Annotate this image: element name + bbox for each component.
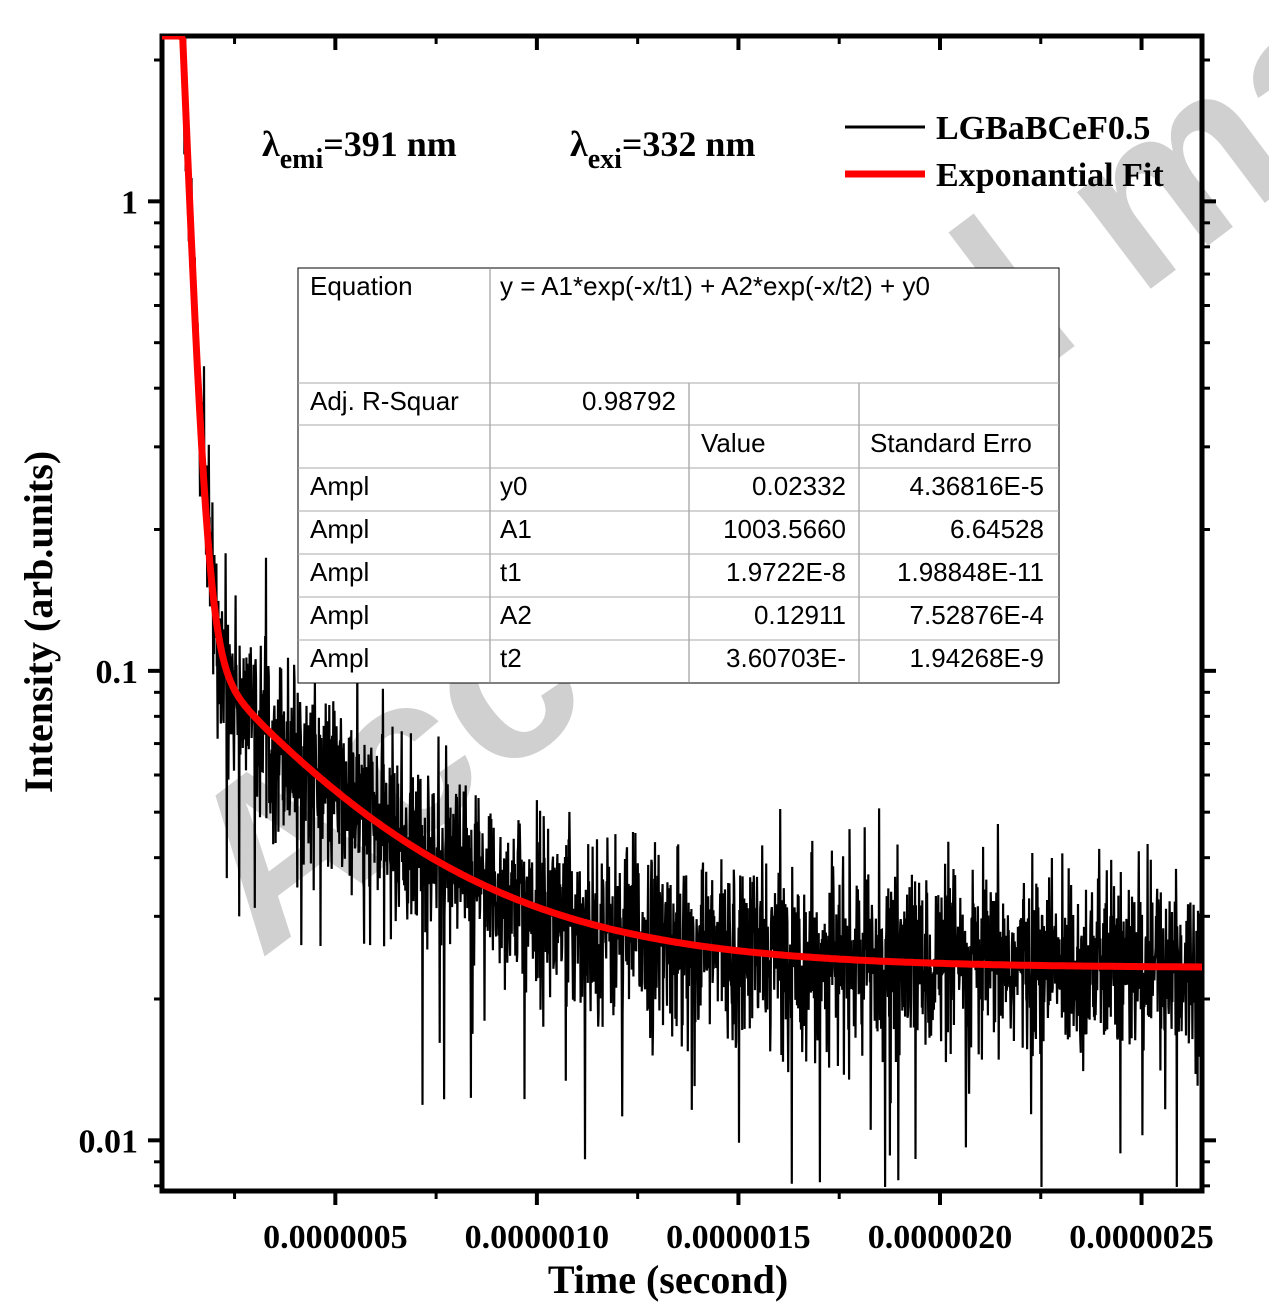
table-error-header: Standard Erro (870, 428, 1032, 458)
series-line-fit (162, 36, 1202, 971)
x-tick-label: 0.0000025 (1069, 1219, 1214, 1256)
svg-text:0.02332: 0.02332 (752, 471, 846, 501)
table-row: Ampl t1 1.9722E-8 1.98848E-11 (310, 557, 1044, 587)
table-row: Ampl A1 1003.5660 6.64528 (310, 514, 1044, 544)
svg-text:1.98848E-11: 1.98848E-11 (897, 557, 1044, 587)
legend-label-fit: Exponantial Fit (936, 157, 1164, 194)
svg-text:Ampl: Ampl (310, 600, 369, 630)
plot-frame (159, 33, 1205, 1194)
table-row: Ampl t2 3.60703E- 1.94268E-9 (310, 643, 1044, 673)
svg-text:4.36816E-5: 4.36816E-5 (910, 471, 1044, 501)
svg-text:t1: t1 (500, 557, 522, 587)
x-axis-title: Time (second) (548, 1257, 788, 1302)
svg-text:t2: t2 (500, 643, 522, 673)
table-value-header: Value (701, 428, 766, 458)
svg-text:3.60703E-: 3.60703E- (726, 643, 846, 673)
table-row: Ampl y0 0.02332 4.36816E-5 (310, 471, 1044, 501)
excitation-wavelength-label: λexi=332 nm (570, 124, 755, 175)
svg-text:Ampl: Ampl (310, 471, 369, 501)
y-tick-label: 1 (121, 184, 138, 221)
emission-wavelength-label: λemi=391 nm (262, 124, 457, 175)
svg-text:1003.5660: 1003.5660 (723, 514, 846, 544)
table-equation: y = A1*exp(-x/t1) + A2*exp(-x/t2) + y0 (500, 271, 930, 301)
y-axis-title: Intensity (arb.units) (16, 451, 61, 793)
x-tick-label: 0.0000010 (465, 1219, 610, 1256)
svg-text:Ampl: Ampl (310, 643, 369, 673)
x-tick-label: 0.0000005 (263, 1219, 408, 1256)
x-tick-label: 0.0000015 (666, 1219, 811, 1256)
y-tick-label: 0.01 (79, 1123, 139, 1160)
legend-label-data: LGBaBCeF0.5 (936, 110, 1150, 147)
svg-text:Ampl: Ampl (310, 514, 369, 544)
svg-text:1.9722E-8: 1.9722E-8 (726, 557, 846, 587)
table-adj-value: 0.98792 (582, 386, 676, 416)
table-row: Ampl A2 0.12911 7.52876E-4 (310, 600, 1044, 630)
fit-table: Equation y = A1*exp(-x/t1) + A2*exp(-x/t… (297, 267, 1060, 684)
svg-text:6.64528: 6.64528 (950, 514, 1044, 544)
legend: LGBaBCeF0.5 Exponantial Fit (845, 110, 1164, 194)
svg-text:0.12911: 0.12911 (754, 600, 846, 630)
table-adj-label: Adj. R-Squar (310, 386, 459, 416)
svg-text:A1: A1 (500, 514, 532, 544)
y-tick-label: 0.1 (96, 654, 139, 691)
svg-text:A2: A2 (500, 600, 532, 630)
svg-text:y0: y0 (500, 471, 527, 501)
x-tick-label: 0.0000020 (868, 1219, 1013, 1256)
svg-text:Ampl: Ampl (310, 557, 369, 587)
table-equation-label: Equation (310, 271, 413, 301)
svg-text:1.94268E-9: 1.94268E-9 (910, 643, 1044, 673)
series-line-measured (182, 36, 1202, 1188)
svg-text:7.52876E-4: 7.52876E-4 (910, 600, 1044, 630)
